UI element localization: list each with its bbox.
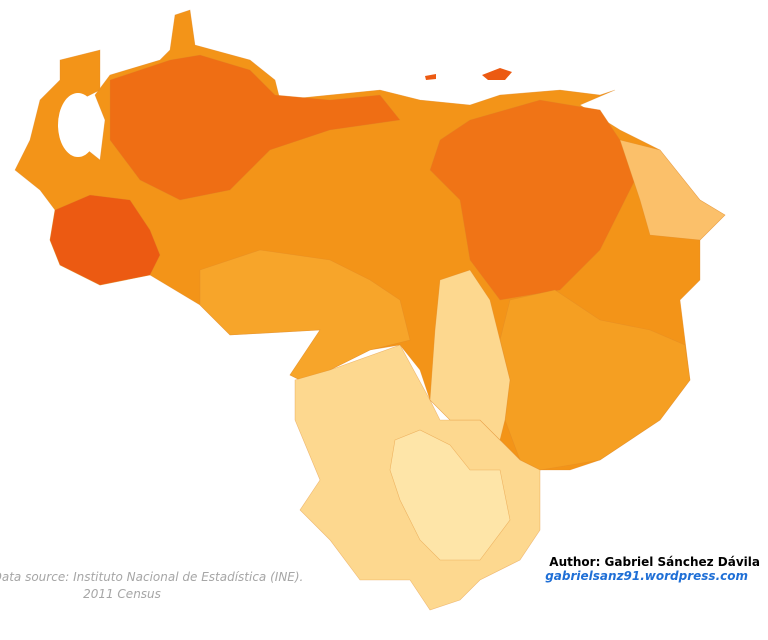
author-website: gabrielsanz91.wordpress.com — [545, 569, 748, 583]
andes-region — [49, 194, 161, 286]
source-line: Data source: Instituto Nacional de Estad… — [0, 570, 303, 584]
lake-maracaibo — [58, 93, 98, 157]
south-inner-region — [389, 429, 511, 561]
central-north-band — [109, 54, 401, 201]
llanos-region — [199, 249, 411, 381]
east-band — [429, 99, 641, 301]
regions — [14, 9, 726, 611]
northeast-light — [619, 139, 726, 241]
author-name: Author: Gabriel Sánchez Dávila — [549, 555, 760, 569]
source-year: 2011 Census — [83, 587, 161, 601]
small-island — [425, 74, 436, 80]
central-south-light — [429, 269, 511, 441]
margarita-island — [482, 68, 512, 80]
